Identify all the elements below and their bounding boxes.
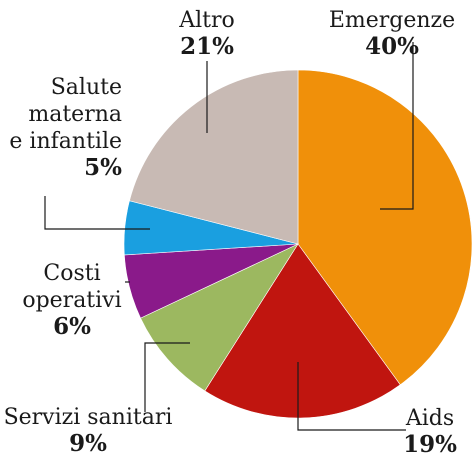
leader-salute-materna-e-infantile xyxy=(44,196,150,230)
slice-altro xyxy=(129,69,299,245)
leader-lines xyxy=(44,42,414,431)
pct-salute-materna-e-infantile: 5% xyxy=(84,154,122,181)
label-aids: Aids xyxy=(405,406,454,431)
slice-aids xyxy=(204,243,401,419)
label-costi-operativi: Costi operativi xyxy=(22,261,121,313)
label-servizi-sanitari: Servizi sanitari xyxy=(4,405,173,430)
pct-aids: 19% xyxy=(403,431,457,458)
label-altro: Altro xyxy=(178,8,235,33)
label-emergenze: Emergenze xyxy=(329,8,455,33)
label-salute-materna-e-infantile: Salute materna e infantile xyxy=(9,75,122,154)
pct-emergenze: 40% xyxy=(365,33,419,60)
slice-servizi-sanitari xyxy=(140,243,299,392)
pct-altro: 21% xyxy=(180,33,234,60)
leader-servizi-sanitari xyxy=(144,342,190,412)
pct-costi-operativi: 6% xyxy=(53,313,91,340)
pie-slices xyxy=(123,69,472,419)
leader-emergenze xyxy=(380,42,414,210)
pct-servizi-sanitari: 9% xyxy=(69,430,107,457)
leader-aids xyxy=(297,362,406,431)
slice-emergenze xyxy=(297,69,472,386)
